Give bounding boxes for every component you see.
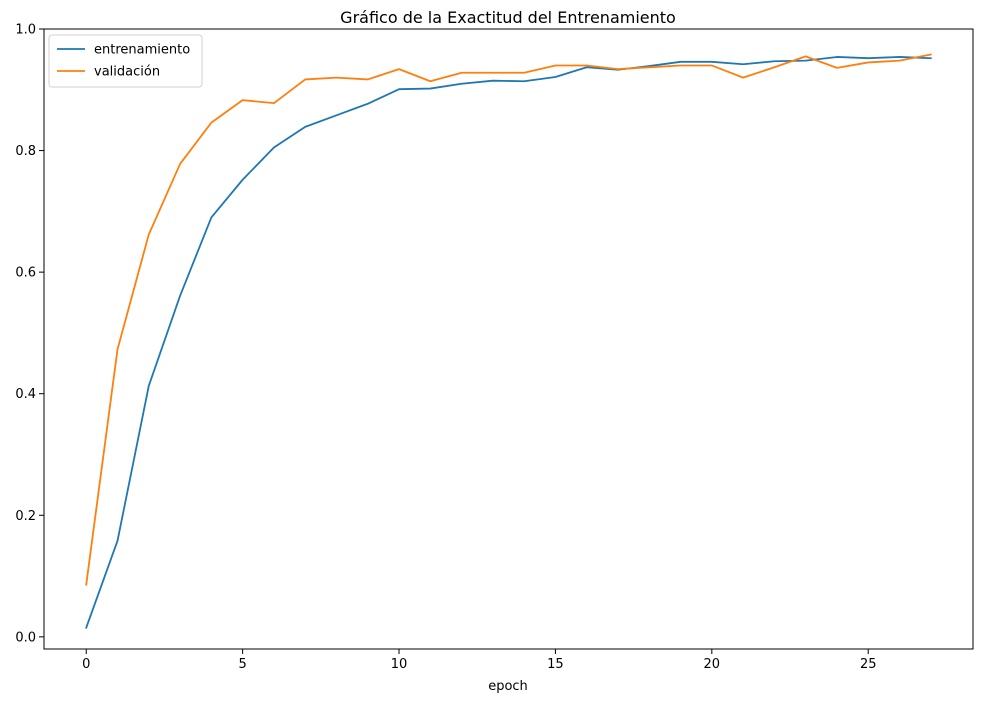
- series-line-1: [85, 53, 932, 586]
- y-tick-label: 0.6: [15, 266, 36, 281]
- x-tick-label: 20: [704, 657, 721, 672]
- legend-label: entrenamiento: [94, 43, 190, 58]
- x-tick-label: 15: [547, 657, 564, 672]
- x-axis-label: epoch: [488, 679, 528, 694]
- plot-frame: [43, 28, 974, 650]
- x-tick-label: 25: [860, 657, 877, 672]
- y-tick-label: 0.0: [15, 630, 36, 645]
- y-tick-label: 1.0: [15, 23, 36, 38]
- y-tick-label: 0.2: [15, 509, 36, 524]
- chart-title: Gráfico de la Exactitud del Entrenamient…: [340, 8, 676, 27]
- legend-box: [48, 34, 203, 88]
- y-axis: 0.0 0.2 0.4 0.6 0.8 1.0: [15, 23, 44, 645]
- legend: entrenamiento validación: [48, 34, 203, 88]
- series-line-0: [85, 56, 932, 629]
- x-axis: 0 5 10 15 20 25: [82, 649, 876, 672]
- legend-label: validación: [94, 65, 160, 80]
- plot-area: [85, 53, 932, 629]
- x-tick-label: 5: [238, 657, 246, 672]
- y-tick-label: 0.4: [15, 387, 36, 402]
- y-tick-label: 0.8: [15, 144, 36, 159]
- x-tick-label: 10: [391, 657, 408, 672]
- x-tick-label: 0: [82, 657, 90, 672]
